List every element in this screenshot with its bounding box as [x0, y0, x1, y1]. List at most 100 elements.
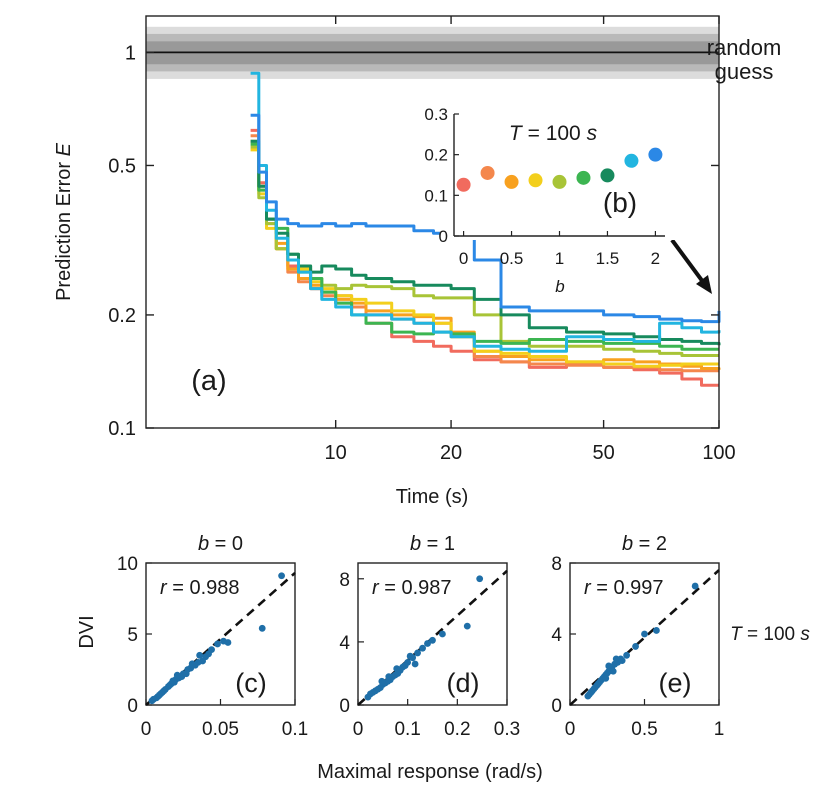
main-plot-frame — [145, 15, 720, 429]
scatter-point — [618, 657, 626, 665]
scatter-point — [378, 677, 386, 685]
scatter-point — [258, 624, 266, 632]
scatter-x-tick-label: 0.2 — [444, 719, 470, 740]
main-x-axis: 10 20 50 100 — [325, 16, 736, 464]
main-y-tick-label: 0.2 — [108, 305, 136, 327]
scatter-y-tick-label: 8 — [339, 570, 350, 591]
scatter-x-tick-label: 0.1 — [394, 719, 420, 740]
scatter-x-tick-label: 0.5 — [631, 719, 657, 740]
scatter-y-tick-label: 4 — [339, 633, 350, 654]
scatter-x-tick-label: 1 — [714, 719, 725, 740]
scatter-point — [169, 677, 177, 685]
scatter-y-tick-label: 5 — [127, 625, 138, 646]
inset-x-tick-label: 0 — [459, 249, 468, 268]
inset-point — [456, 177, 471, 192]
scatter-point — [385, 673, 393, 680]
scatter-panel-label: (e) — [659, 668, 692, 698]
scatter-r-var: r — [372, 577, 380, 599]
scatter-r-var: r — [160, 577, 168, 599]
scatter-x-tick-label: 0 — [565, 719, 576, 740]
scatter-point — [429, 636, 436, 644]
inset-y-tick-label: 0.1 — [424, 186, 448, 205]
scatter-x-tick-label: 0 — [141, 719, 152, 740]
scatter-point — [173, 671, 181, 679]
scatter-point — [419, 644, 426, 652]
main-y-tick-label: 0.5 — [108, 155, 136, 177]
inset-point — [648, 147, 663, 162]
inset-title: T = 100 s — [509, 122, 598, 145]
random-guess-label-2: guess — [715, 59, 774, 84]
scatter-side-unit: s — [800, 624, 810, 645]
series-line-b-1-75 — [250, 71, 721, 353]
scatter-title: b = 0 — [198, 533, 243, 555]
scatter-title-value: = 1 — [421, 533, 455, 555]
inset-panel: 0 0.1 0.2 0.3 0 0.5 1 1.5 2 T = 100 s (b) b — [424, 100, 676, 296]
scatter-point — [208, 646, 215, 654]
scatter-frame — [357, 562, 508, 706]
scatter-point — [653, 627, 660, 634]
scatter-y-tick-label: 0 — [339, 696, 350, 717]
scatter-y-tick-label: 10 — [117, 554, 138, 575]
inset-ticks: 0 0.1 0.2 0.3 0 0.5 1 1.5 2 — [424, 105, 660, 268]
scatter-fit-line — [569, 569, 720, 706]
scatter-x-tick-label: 0.3 — [494, 719, 520, 740]
series-line-b-0-5 — [250, 139, 721, 370]
inset-point — [528, 173, 543, 188]
main-y-tick-label: 0.1 — [108, 418, 136, 440]
scatter-side-var: T — [730, 624, 743, 645]
inset-x-tick-label: 1 — [555, 249, 564, 268]
scatter-x-axis-label: Maximal response (rad/s) — [317, 761, 543, 783]
main-x-tick-label: 50 — [592, 442, 614, 464]
inset-x-axis-label: b — [555, 277, 564, 296]
scatter-point — [584, 692, 592, 700]
scatter-point — [476, 575, 484, 583]
scatter-point — [632, 643, 639, 650]
scatter-point — [641, 630, 648, 638]
inset-points — [456, 147, 663, 192]
scatter-point — [605, 662, 613, 670]
scatter-panel-e: 0 4 8 0 0.5 1 b = 2 r = 0.997 (e) — [551, 533, 724, 740]
inset-title-value: = 100 — [528, 122, 581, 145]
inset-title-unit: s — [587, 122, 598, 145]
scatter-point — [411, 660, 419, 668]
scatter-point — [393, 665, 401, 673]
scatter-r-value: r = 0.987 — [372, 577, 452, 599]
scatter-point — [278, 572, 285, 580]
scatter-r-value: r = 0.988 — [160, 577, 240, 599]
scatter-x-tick-label: 0 — [353, 719, 364, 740]
inset-point — [480, 165, 495, 180]
scatter-r-number: = 0.987 — [379, 577, 452, 599]
inset-x-tick-label: 0.5 — [500, 249, 524, 268]
inset-point — [624, 153, 639, 168]
scatter-y-axis-label: DVI — [76, 615, 98, 648]
scatter-point — [424, 640, 431, 647]
main-y-axis-label-text: Prediction Error — [53, 162, 75, 301]
random-guess-bands — [146, 26, 719, 79]
scatter-point — [148, 697, 156, 705]
scatter-title-value: = 0 — [209, 533, 243, 555]
main-y-axis: 0.1 0.2 0.5 1 — [108, 42, 719, 440]
scatter-side-value: = 100 — [747, 624, 795, 645]
scatter-r-number: = 0.997 — [591, 577, 664, 599]
scatter-point — [224, 639, 232, 646]
scatter-point — [623, 651, 631, 659]
scatter-title-var: b — [410, 533, 421, 555]
error-series-group — [250, 71, 721, 387]
inset-title-var: T — [509, 122, 524, 145]
scatter-point — [691, 582, 699, 590]
scatter-point — [414, 649, 421, 657]
inset-y-tick-label: 0.3 — [424, 105, 448, 124]
scatter-point — [156, 691, 163, 699]
scatter-y-tick-label: 8 — [551, 554, 562, 575]
inset-point — [600, 168, 615, 183]
main-y-axis-label-var: E — [53, 142, 75, 156]
inset-y-tick-label: 0 — [439, 227, 448, 246]
scatter-panel-label: (c) — [235, 668, 266, 698]
scatter-title: b = 1 — [410, 533, 455, 555]
inset-point — [552, 174, 567, 189]
inset-y-tick-label: 0.2 — [424, 146, 448, 165]
inset-point — [504, 174, 519, 189]
panel-label-a: (a) — [191, 365, 226, 397]
